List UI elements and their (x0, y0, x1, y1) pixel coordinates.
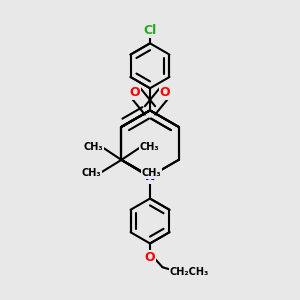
Text: CH₂CH₃: CH₂CH₃ (169, 267, 208, 277)
Text: O: O (130, 86, 140, 99)
Text: Cl: Cl (143, 24, 157, 37)
Text: O: O (160, 86, 170, 99)
Text: CH₃: CH₃ (141, 168, 161, 178)
Text: CH₃: CH₃ (140, 142, 159, 152)
Text: CH₃: CH₃ (82, 168, 101, 178)
Text: O: O (145, 251, 155, 264)
Text: N: N (145, 170, 155, 183)
Text: CH₃: CH₃ (83, 142, 103, 152)
